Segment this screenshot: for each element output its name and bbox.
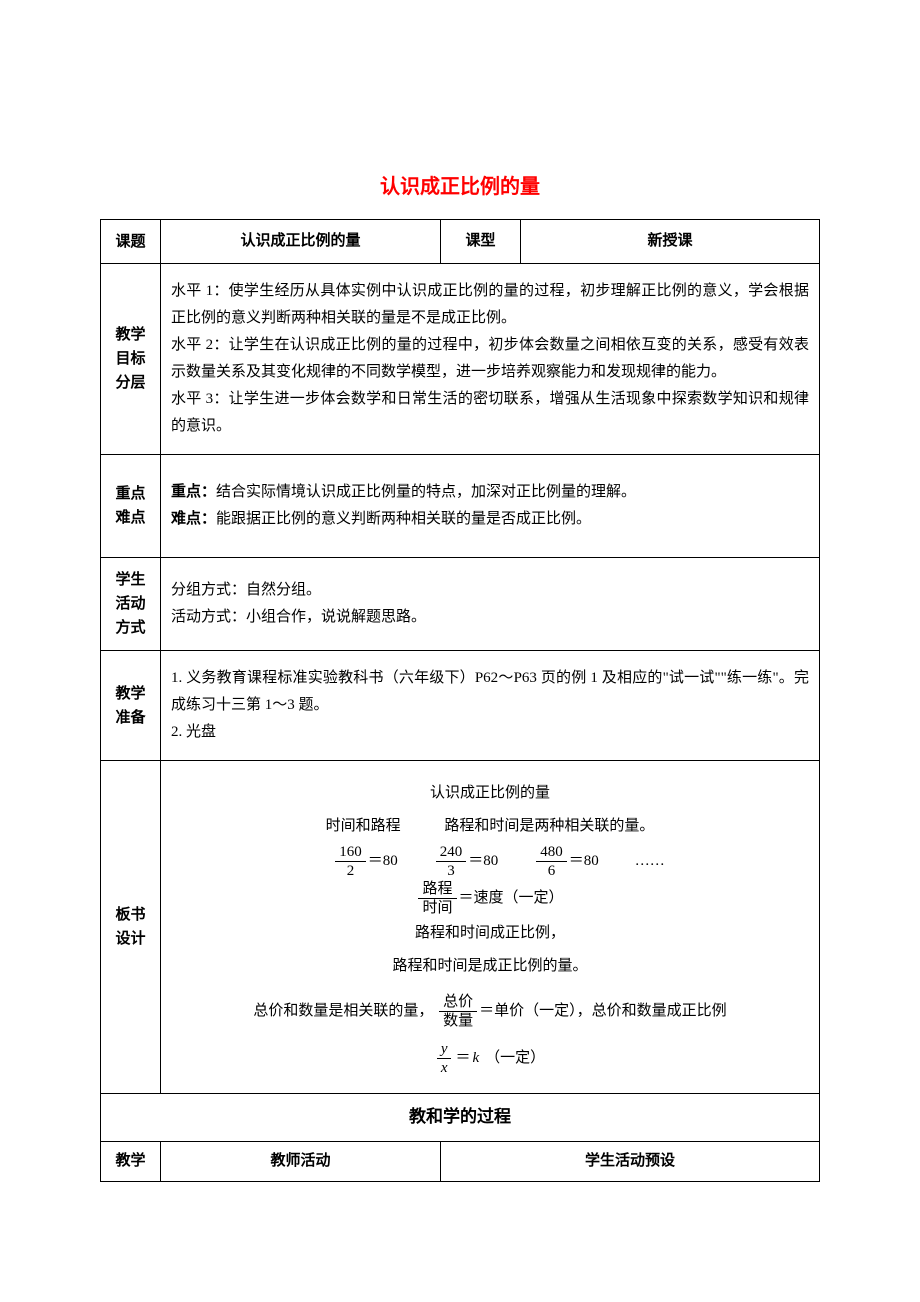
keypoint-text: 结合实际情境认识成正比例量的特点，加深对正比例量的理解。 [216, 484, 636, 500]
board-rel-b: 路程和时间是两种相关联的量。 [444, 818, 654, 834]
board-speed-line: 路程 时间 ＝速度（一定） [171, 880, 809, 917]
speed-eq: ＝速度（一定） [459, 890, 564, 906]
goals-label: 教学目标分层 [101, 264, 161, 455]
board-k-line: y x ＝k （一定） [171, 1040, 809, 1077]
frac-den: 6 [536, 862, 567, 880]
frac-den: 时间 [418, 899, 456, 917]
document-page: 认识成正比例的量 课题 认识成正比例的量 课型 新授课 教学目标分层 水平 1：… [100, 170, 820, 1182]
difficulty-bold: 难点： [171, 511, 216, 527]
process-subheader-row: 教学 教师活动 学生活动预设 [101, 1141, 820, 1181]
activity-label: 学生活动方式 [101, 558, 161, 651]
fraction: 1602 [335, 843, 366, 880]
k-eq-c: （一定） [485, 1050, 545, 1066]
fraction-eq: 4806＝80 [534, 843, 599, 880]
header-topic-value: 认识成正比例的量 [161, 220, 441, 264]
board-line3: 路程和时间成正比例， [171, 917, 809, 950]
k-eq-b: k [473, 1050, 480, 1066]
frac-num: 路程 [418, 880, 456, 899]
board-label: 板书设计 [101, 761, 161, 1094]
k-fraction: y x [437, 1040, 452, 1077]
frac-den: 3 [436, 862, 467, 880]
board-price-line: 总价和数量是相关联的量， 总价 数量 ＝单价（一定），总价和数量成正比例 [171, 993, 809, 1030]
difficulty-line: 难点：能跟据正比例的意义判断两种相关联的量是否成正比例。 [171, 506, 809, 533]
header-topic-label: 课题 [101, 220, 161, 264]
price-eq: ＝单价（一定），总价和数量成正比例 [479, 1003, 727, 1019]
frac-num: y [437, 1040, 452, 1059]
k-eq-a: ＝ [455, 1050, 470, 1066]
price-fraction: 总价 数量 [439, 993, 477, 1030]
keypoints-row: 重点难点 重点：结合实际情境认识成正比例量的特点，加深对正比例量的理解。 难点：… [101, 455, 820, 558]
sub-c3: 学生活动预设 [441, 1141, 820, 1181]
board-line4: 路程和时间是成正比例的量。 [171, 950, 809, 983]
frac-eq: ＝80 [468, 853, 498, 869]
prep-content: 1. 义务教育课程标准实验教科书（六年级下）P62～P63 页的例 1 及相应的… [161, 651, 820, 761]
sub-c2: 教师活动 [161, 1141, 441, 1181]
keypoints-label: 重点难点 [101, 455, 161, 558]
price-pre: 总价和数量是相关联的量， [253, 1003, 433, 1019]
keypoints-content: 重点：结合实际情境认识成正比例量的特点，加深对正比例量的理解。 难点：能跟据正比… [161, 455, 820, 558]
board-row: 板书设计 认识成正比例的量 时间和路程 路程和时间是两种相关联的量。 1602＝… [101, 761, 820, 1094]
fraction: 4806 [536, 843, 567, 880]
speed-fraction: 路程 时间 [418, 880, 456, 917]
goals-row: 教学目标分层 水平 1：使学生经历从具体实例中认识成正比例的量的过程，初步理解正… [101, 264, 820, 455]
keypoint-bold: 重点： [171, 484, 216, 500]
header-type-label: 课型 [441, 220, 521, 264]
frac-den: x [437, 1059, 452, 1077]
ellipsis: …… [635, 853, 665, 869]
board-content: 认识成正比例的量 时间和路程 路程和时间是两种相关联的量。 1602＝80240… [161, 761, 820, 1094]
board-rel-a: 时间和路程 [326, 810, 401, 843]
goals-content: 水平 1：使学生经历从具体实例中认识成正比例的量的过程，初步理解正比例的意义，学… [161, 264, 820, 455]
board-relation-line: 时间和路程 路程和时间是两种相关联的量。 [171, 810, 809, 843]
activity-content: 分组方式：自然分组。活动方式：小组合作，说说解题思路。 [161, 558, 820, 651]
prep-row: 教学准备 1. 义务教育课程标准实验教科书（六年级下）P62～P63 页的例 1… [101, 651, 820, 761]
header-type-value: 新授课 [521, 220, 820, 264]
frac-den: 数量 [439, 1012, 477, 1030]
keypoint-line: 重点：结合实际情境认识成正比例量的特点，加深对正比例量的理解。 [171, 479, 809, 506]
frac-eq: ＝80 [368, 853, 398, 869]
prep-label: 教学准备 [101, 651, 161, 761]
frac-eq: ＝80 [569, 853, 599, 869]
fraction-eq: 1602＝80 [333, 843, 398, 880]
activity-row: 学生活动方式 分组方式：自然分组。活动方式：小组合作，说说解题思路。 [101, 558, 820, 651]
frac-num: 总价 [439, 993, 477, 1012]
frac-num: 160 [335, 843, 366, 862]
sub-c1: 教学 [101, 1141, 161, 1181]
frac-num: 240 [436, 843, 467, 862]
process-header: 教和学的过程 [101, 1094, 820, 1142]
frac-num: 480 [536, 843, 567, 862]
board-title: 认识成正比例的量 [171, 777, 809, 810]
document-title: 认识成正比例的量 [100, 170, 820, 199]
table-header-row: 课题 认识成正比例的量 课型 新授课 [101, 220, 820, 264]
fraction-eq: 2403＝80 [434, 843, 499, 880]
frac-den: 2 [335, 862, 366, 880]
fraction: 2403 [436, 843, 467, 880]
process-header-row: 教和学的过程 [101, 1094, 820, 1142]
lesson-plan-table: 课题 认识成正比例的量 课型 新授课 教学目标分层 水平 1：使学生经历从具体实… [100, 219, 820, 1182]
board-fractions-line: 1602＝802403＝804806＝80…… [171, 843, 809, 880]
difficulty-text: 能跟据正比例的意义判断两种相关联的量是否成正比例。 [216, 511, 591, 527]
